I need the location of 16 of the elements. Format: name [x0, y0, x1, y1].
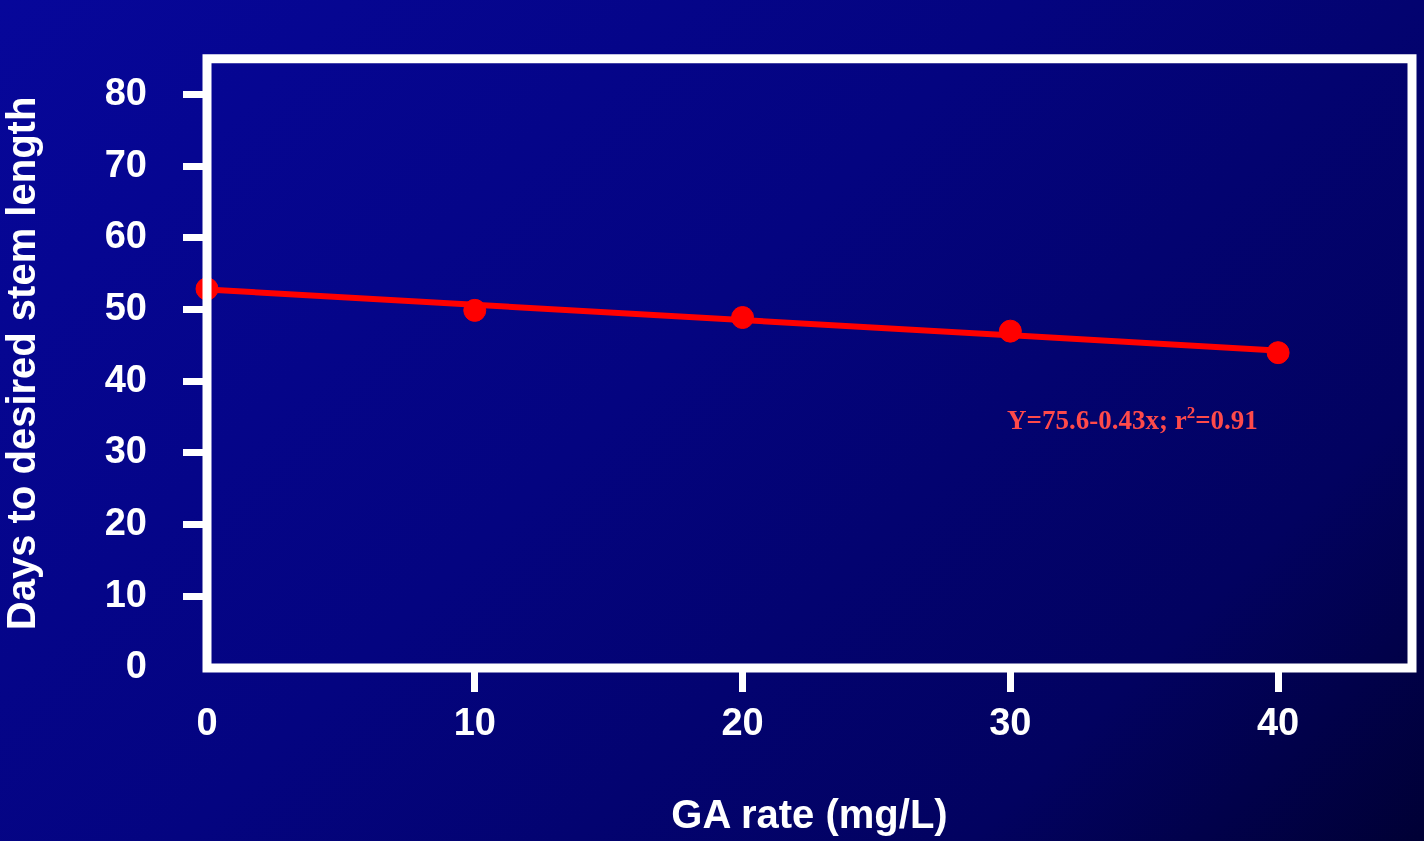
x-tick-label: 0 — [196, 701, 218, 744]
x-tick-label: 30 — [989, 701, 1032, 744]
y-tick-label: 0 — [125, 644, 147, 687]
x-axis-title: GA rate (mg/L) — [671, 792, 948, 837]
y-tick-label: 40 — [104, 357, 147, 400]
y-tick-label: 60 — [104, 214, 147, 257]
y-tick-label: 30 — [104, 429, 147, 472]
y-axis-title: Days to desired stem length — [0, 96, 44, 631]
y-tick-label: 80 — [104, 71, 147, 114]
y-tick-label: 10 — [104, 572, 147, 615]
y-tick-label: 50 — [104, 286, 147, 329]
y-tick-label: 70 — [104, 142, 147, 185]
y-tick-label: 20 — [104, 501, 147, 544]
x-tick-label: 10 — [453, 701, 496, 744]
x-tick-label: 20 — [721, 701, 764, 744]
x-tick-label: 40 — [1256, 701, 1300, 744]
